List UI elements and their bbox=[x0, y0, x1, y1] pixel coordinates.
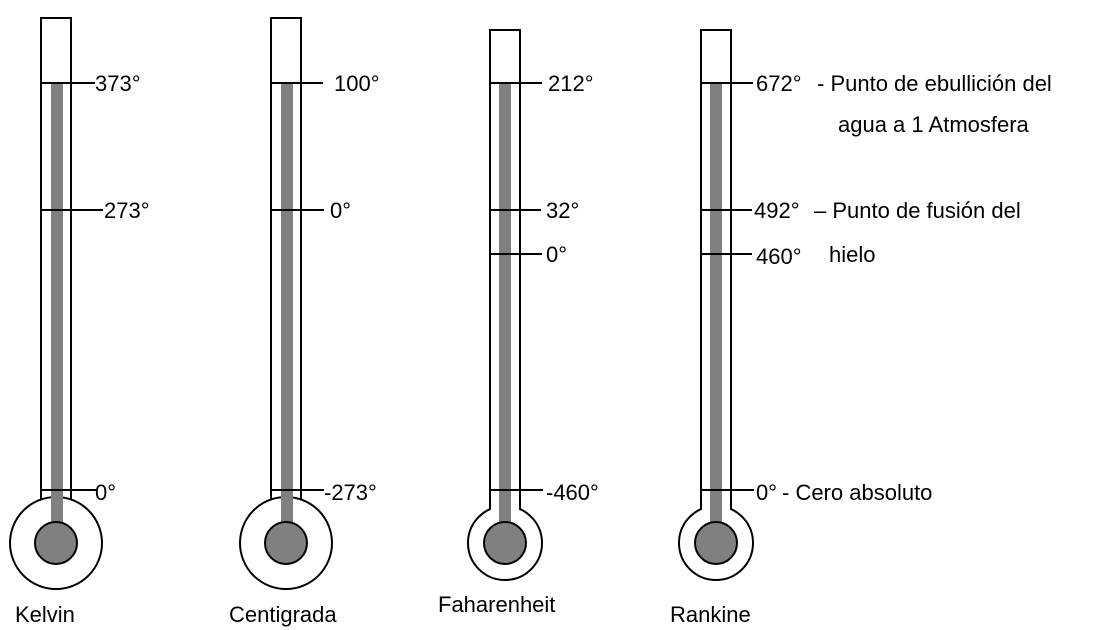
mercury-bulb bbox=[694, 521, 738, 565]
mercury-bulb bbox=[34, 521, 78, 565]
annotation-freezing-line1: – Punto de fusión del bbox=[814, 198, 1021, 223]
mercury-column bbox=[499, 83, 511, 543]
thermometer-centigrada: 100° 0° -273° Centigrada bbox=[229, 17, 380, 627]
tick-label-freezing: 492° bbox=[754, 198, 800, 223]
annotation-boiling-line2: agua a 1 Atmosfera bbox=[838, 112, 1030, 137]
thermometer-faharenheit: 212° 32° 0° -460° Faharenheit bbox=[438, 29, 599, 617]
annotation-freezing-line2: hielo bbox=[829, 242, 875, 267]
scale-name-centigrada: Centigrada bbox=[229, 602, 337, 627]
tick-label-absolute-zero: -273° bbox=[324, 480, 377, 505]
tick-label-freezing: 273° bbox=[104, 198, 150, 223]
scale-name-rankine: Rankine bbox=[670, 602, 751, 627]
tick-label-freezing: 0° bbox=[330, 198, 351, 223]
tick-label-absolute-zero: 0° bbox=[95, 480, 116, 505]
mercury-bulb bbox=[483, 521, 527, 565]
tick-label-boiling: 373° bbox=[95, 71, 141, 96]
thermometer-kelvin: 373° 273° 0° Kelvin bbox=[9, 17, 150, 627]
mercury-bulb bbox=[264, 521, 308, 565]
annotation-absolute-zero: - Cero absoluto bbox=[782, 480, 932, 505]
mercury-column bbox=[710, 83, 722, 543]
tick-label-absolute-zero: -460° bbox=[546, 480, 599, 505]
thermometer-rankine: 672° 492° 460° 0° Rankine bbox=[670, 29, 802, 627]
tick-label-boiling: 672° bbox=[756, 71, 802, 96]
scale-name-kelvin: Kelvin bbox=[15, 602, 75, 627]
annotation-boiling-line1: - Punto de ebullición del bbox=[817, 71, 1052, 96]
scale-name-faharenheit: Faharenheit bbox=[438, 592, 555, 617]
tick-label-freezing: 32° bbox=[546, 198, 579, 223]
tick-label-absolute-zero: 0° bbox=[756, 480, 777, 505]
mercury-column bbox=[51, 83, 63, 543]
tick-label-boiling: 212° bbox=[548, 71, 594, 96]
mercury-column bbox=[281, 83, 293, 543]
annotations: - Punto de ebullición del agua a 1 Atmos… bbox=[782, 71, 1052, 505]
tick-label-boiling: 100° bbox=[334, 71, 380, 96]
tick-label-fahrenheit-zero: 0° bbox=[546, 242, 567, 267]
tick-label-fahrenheit-zero: 460° bbox=[756, 244, 802, 269]
